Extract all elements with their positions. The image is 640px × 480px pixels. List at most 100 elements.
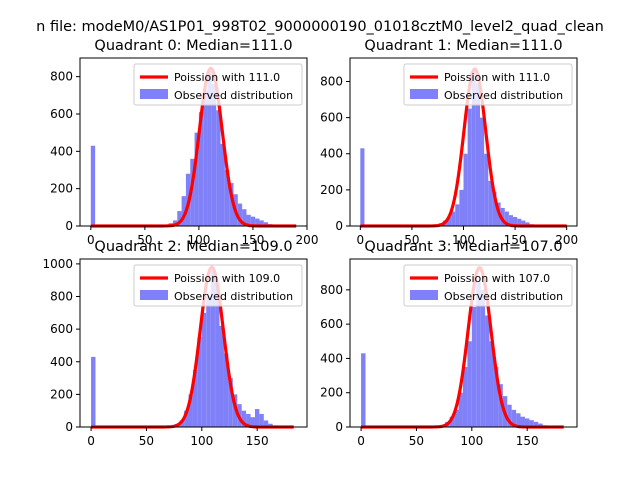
histogram-bar xyxy=(513,216,518,226)
axes-frame xyxy=(79,258,308,428)
legend-box xyxy=(133,264,303,307)
x-tick-label: 0 xyxy=(87,233,95,247)
histogram-bar xyxy=(194,132,199,226)
legend-hist-label: Observed distribution xyxy=(444,89,563,102)
histogram-bar xyxy=(488,180,493,226)
histogram-bar xyxy=(459,189,464,226)
y-tick-label: 800 xyxy=(320,283,343,297)
legend-hist-swatch xyxy=(140,290,168,300)
y-tick-label: 400 xyxy=(50,355,73,369)
histogram-bar xyxy=(451,211,456,226)
histogram-bar xyxy=(207,69,212,226)
histogram-bar xyxy=(455,204,460,226)
legend-box xyxy=(133,63,303,106)
chart-panel-2: Quadrant 2: Median=109.0 0 50 100 150 0 200 400… xyxy=(42,239,308,448)
y-tick-label: 800 xyxy=(320,74,343,88)
histogram-bar xyxy=(250,417,255,427)
x-tick-label: 50 xyxy=(404,233,419,247)
histogram-bar xyxy=(360,148,365,226)
histogram-bar xyxy=(538,423,543,427)
chart-panel-3: Quadrant 3: Median=107.0 0 50 100 150 0 200 400… xyxy=(320,239,578,448)
panel-title: Quadrant 1: Median=111.0 xyxy=(364,38,562,54)
chart-panel-1: Quadrant 1: Median=111.0 0 50 100 150 200 0 200… xyxy=(320,38,578,247)
histogram-bar xyxy=(246,413,251,427)
x-tick-label: 50 xyxy=(139,434,154,448)
histogram-bar xyxy=(259,413,264,427)
histogram-bar xyxy=(516,413,521,427)
histogram-bar xyxy=(493,367,499,427)
histogram-bar xyxy=(216,110,221,226)
histogram-bar xyxy=(263,222,269,226)
histogram-bar xyxy=(480,117,485,226)
y-tick-label: 400 xyxy=(50,144,73,158)
histogram-bar xyxy=(229,183,234,226)
y-tick-label: 400 xyxy=(320,147,343,161)
histogram-bar xyxy=(533,421,539,427)
histogram-bar xyxy=(224,170,230,226)
histogram-bar xyxy=(255,218,260,226)
x-tick-label: 150 xyxy=(241,233,264,247)
legend-hist-swatch xyxy=(140,89,168,99)
y-tick-label: 0 xyxy=(65,219,73,233)
x-tick-label: 200 xyxy=(555,233,578,247)
histogram-bar xyxy=(263,420,269,427)
histogram-bar xyxy=(250,216,256,226)
panel-title: Quadrant 3: Median=107.0 xyxy=(364,239,562,255)
histogram-bar xyxy=(484,153,489,226)
y-tick-label: 600 xyxy=(50,322,73,336)
histogram-bar xyxy=(198,112,204,226)
histogram-bar xyxy=(181,196,186,226)
histogram-bar xyxy=(485,315,490,427)
y-tick-label: 200 xyxy=(50,182,73,196)
histogram-bar xyxy=(508,215,514,226)
panel-title: Quadrant 0: Median=111.0 xyxy=(94,38,292,54)
histogram-bar xyxy=(90,145,96,226)
histogram-bar xyxy=(211,84,217,226)
legend-fit-label: Poission with 107.0 xyxy=(444,272,550,285)
x-tick-label: 150 xyxy=(516,434,539,448)
histogram-bar xyxy=(177,211,182,226)
legend-fit-label: Poission with 111.0 xyxy=(444,71,550,84)
histogram-bar xyxy=(91,356,96,427)
y-tick-label: 0 xyxy=(65,420,73,434)
legend-hist-label: Observed distribution xyxy=(444,290,563,303)
axes-frame xyxy=(349,258,578,428)
histogram-bar xyxy=(210,270,216,427)
axes-frame xyxy=(79,57,308,227)
histogram-bar xyxy=(220,143,225,226)
y-tick-label: 0 xyxy=(335,420,343,434)
histogram-bar xyxy=(507,404,512,427)
y-tick-label: 200 xyxy=(320,386,343,400)
histogram-bar xyxy=(246,214,251,226)
histogram-bar xyxy=(500,207,505,226)
histogram-bar xyxy=(203,89,208,226)
legend-fit-label: Poission with 111.0 xyxy=(174,71,280,84)
histogram-bar xyxy=(201,312,207,427)
legend-box xyxy=(403,63,573,106)
legend-hist-label: Observed distribution xyxy=(174,290,293,303)
y-tick-label: 600 xyxy=(320,317,343,331)
histogram-bar xyxy=(449,416,455,427)
histogram-bar xyxy=(480,289,486,427)
histogram-bar xyxy=(241,410,247,427)
histogram-bar xyxy=(454,409,459,427)
histogram-bar xyxy=(228,378,233,427)
x-tick-label: 0 xyxy=(356,233,364,247)
x-tick-label: 150 xyxy=(504,233,527,247)
y-tick-label: 200 xyxy=(50,387,73,401)
x-tick-label: 0 xyxy=(87,434,95,448)
histogram-bar xyxy=(223,353,229,427)
histogram-bar xyxy=(524,418,530,427)
y-tick-label: 800 xyxy=(50,290,73,304)
y-tick-label: 200 xyxy=(320,183,343,197)
histogram-bar xyxy=(471,307,477,427)
histogram-bar xyxy=(471,70,476,226)
histogram-bar xyxy=(361,353,366,427)
histogram-bar xyxy=(521,220,526,226)
histogram-bar xyxy=(206,296,211,427)
histogram-bar xyxy=(511,409,517,427)
y-tick-label: 600 xyxy=(320,111,343,125)
legend-fit-label: Poission with 109.0 xyxy=(174,272,280,285)
x-tick-label: 50 xyxy=(409,434,424,448)
